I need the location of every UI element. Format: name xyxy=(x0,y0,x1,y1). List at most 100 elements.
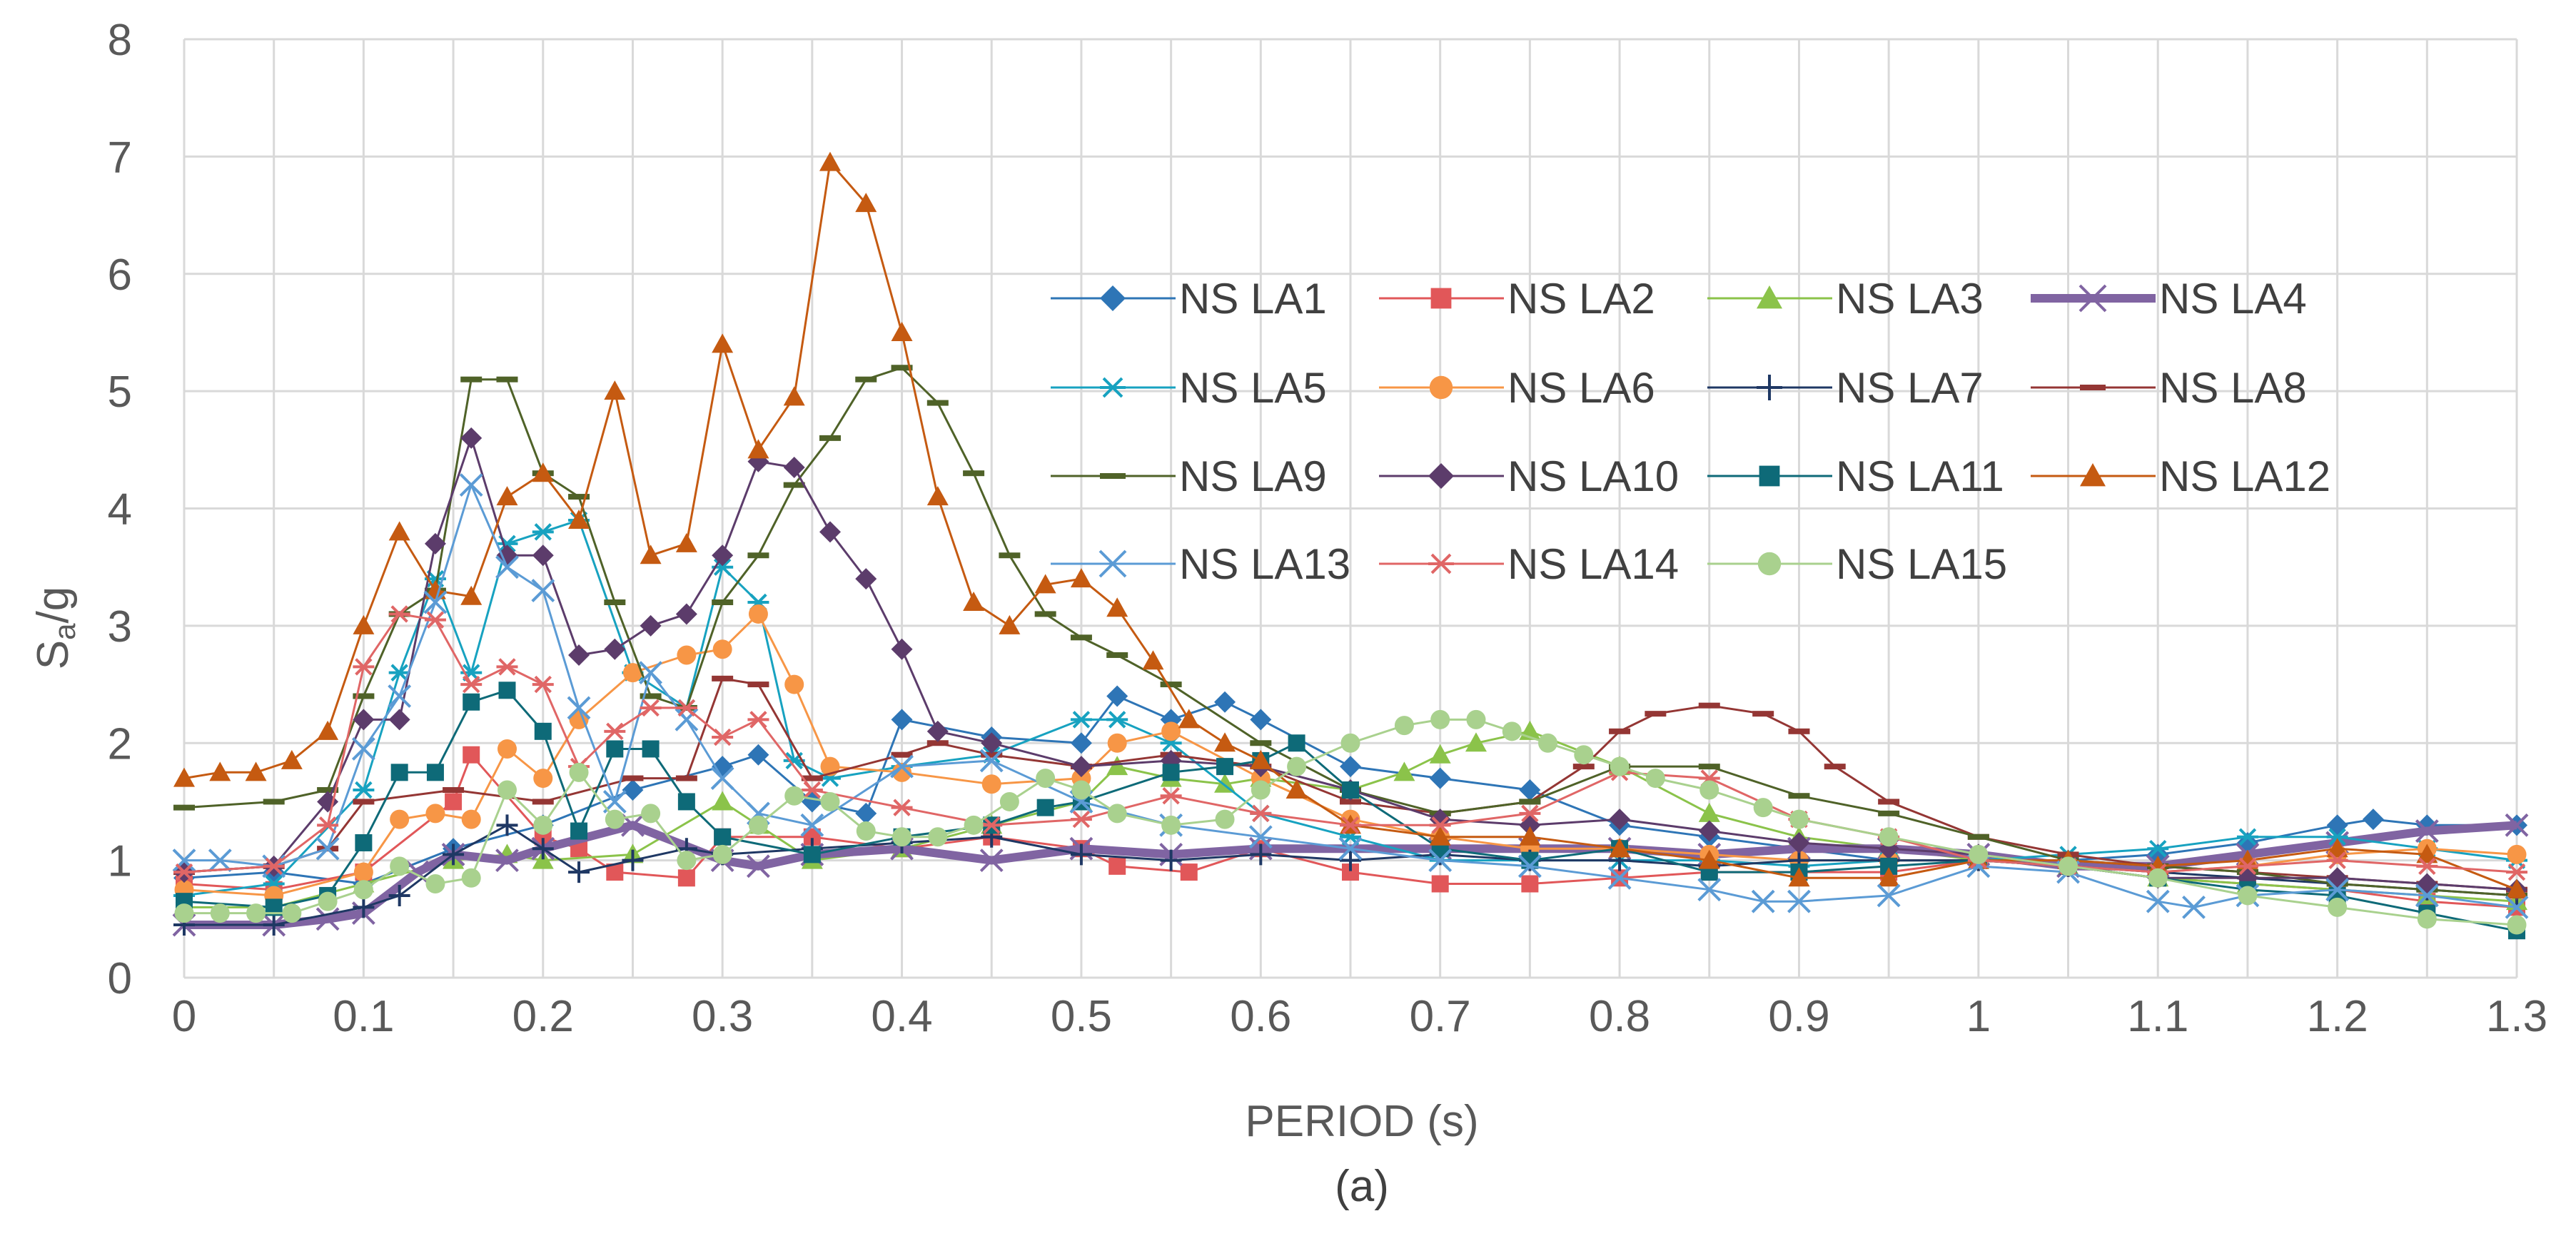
data-point-ns-la12 xyxy=(999,614,1021,634)
data-point-ns-la13 xyxy=(459,473,483,497)
data-point-ns-la8 xyxy=(443,787,465,793)
data-point-ns-la9 xyxy=(1106,652,1128,658)
data-point-ns-la13 xyxy=(567,696,591,720)
data-point-ns-la13 xyxy=(639,661,663,685)
data-point-ns-la15 xyxy=(1215,809,1235,829)
data-point-ns-la14 xyxy=(388,605,410,623)
data-point-ns-la9 xyxy=(855,376,877,383)
legend-item-ns-la13: NS LA13 xyxy=(1051,540,1350,588)
data-point-ns-la15 xyxy=(1574,745,1594,765)
data-point-ns-la12 xyxy=(1429,826,1451,846)
data-point-ns-la13 xyxy=(495,555,519,579)
data-point-ns-la12 xyxy=(209,761,231,781)
data-point-ns-la12 xyxy=(532,462,554,482)
data-point-ns-la12 xyxy=(926,486,949,506)
data-point-ns-la15 xyxy=(2148,868,2168,888)
x-tick-label: 1.2 xyxy=(2307,992,2368,1041)
data-point-ns-la12 xyxy=(604,380,626,400)
data-point-ns-la15 xyxy=(1466,709,1486,729)
legend-swatch-marker xyxy=(2079,284,2107,313)
data-point-ns-la11 xyxy=(1342,781,1359,799)
data-point-ns-la13 xyxy=(1248,825,1273,849)
data-point-ns-la14 xyxy=(2506,863,2527,881)
data-point-ns-la9 xyxy=(1698,764,1720,770)
data-point-ns-la2 xyxy=(463,746,480,764)
series-line-ns-la10 xyxy=(183,437,2517,891)
data-point-ns-la7 xyxy=(388,884,410,906)
data-point-ns-la10 xyxy=(981,732,1003,754)
data-point-ns-la13 xyxy=(1787,889,1811,913)
data-point-ns-la6 xyxy=(748,604,768,624)
data-point-ns-la6 xyxy=(1161,721,1181,741)
data-point-ns-la15 xyxy=(318,891,338,911)
data-point-ns-la7 xyxy=(1250,844,1272,866)
data-point-ns-la15 xyxy=(964,815,984,835)
data-point-ns-la11 xyxy=(803,846,821,863)
data-point-ns-la11 xyxy=(463,693,480,711)
data-point-ns-la9 xyxy=(604,599,626,605)
data-point-ns-la7 xyxy=(532,838,554,860)
legend-label: NS LA7 xyxy=(1836,364,1984,412)
x-tick-label: 1.1 xyxy=(2127,992,2188,1041)
x-tick-label: 1.3 xyxy=(2486,992,2547,1041)
x-tick-label: 0.8 xyxy=(1589,992,1650,1041)
y-axis-title-main: S xyxy=(29,640,78,669)
data-point-ns-la15 xyxy=(390,856,410,876)
data-point-ns-la5 xyxy=(2147,839,2169,858)
legend-label: NS LA6 xyxy=(1507,364,1655,412)
data-point-ns-la10 xyxy=(460,427,483,449)
data-point-ns-la6 xyxy=(461,809,481,829)
legend-item-ns-la14: NS LA14 xyxy=(1379,540,1679,588)
legend-label: NS LA10 xyxy=(1507,452,1679,500)
x-tick-label: 0.2 xyxy=(512,992,574,1041)
data-point-ns-la5 xyxy=(2326,828,2348,846)
data-point-ns-la15 xyxy=(425,874,445,893)
data-point-ns-la12 xyxy=(496,486,518,506)
data-point-ns-la10 xyxy=(424,532,446,554)
data-point-ns-la12 xyxy=(1878,867,1900,887)
data-point-ns-la15 xyxy=(1753,798,1773,818)
legend-item-ns-la8: NS LA8 xyxy=(2031,364,2307,412)
data-point-ns-la13 xyxy=(2505,895,2529,919)
legend-label: NS LA4 xyxy=(2159,275,2307,323)
data-point-ns-la5 xyxy=(2236,828,2258,846)
legend-label: NS LA3 xyxy=(1836,275,1984,323)
data-point-ns-la14 xyxy=(640,699,662,717)
data-point-ns-la12 xyxy=(1034,574,1056,594)
data-point-ns-la10 xyxy=(353,709,375,731)
data-point-ns-la14 xyxy=(747,711,769,729)
data-point-ns-la10 xyxy=(532,544,554,567)
data-point-ns-la14 xyxy=(532,675,554,694)
data-point-ns-la14 xyxy=(2326,851,2348,869)
data-point-ns-la14 xyxy=(1519,804,1541,823)
data-point-ns-la14 xyxy=(675,699,697,717)
data-point-ns-la10 xyxy=(819,521,841,543)
series-ns-la15 xyxy=(174,709,2527,935)
legend-label: NS LA15 xyxy=(1836,540,2007,588)
data-point-ns-la6 xyxy=(569,709,589,729)
legend-item-ns-la3: NS LA3 xyxy=(1707,275,1984,323)
data-point-ns-la5 xyxy=(1106,711,1128,729)
data-point-ns-la14 xyxy=(317,816,339,834)
data-point-ns-la4 xyxy=(2415,819,2439,843)
data-point-ns-la14 xyxy=(1160,787,1182,805)
data-point-ns-la9 xyxy=(1878,810,1900,816)
data-point-ns-la3 xyxy=(1106,756,1128,776)
data-point-ns-la8 xyxy=(622,775,644,781)
data-point-ns-la10 xyxy=(1609,809,1631,831)
data-point-ns-la15 xyxy=(2238,886,2258,906)
data-point-ns-la12 xyxy=(460,585,483,605)
data-point-ns-la9 xyxy=(999,552,1021,559)
data-point-ns-la2 xyxy=(1521,875,1539,893)
data-point-ns-la11 xyxy=(426,764,444,781)
data-point-ns-la15 xyxy=(174,903,194,923)
data-point-ns-la14 xyxy=(460,675,483,694)
data-point-ns-la9 xyxy=(1519,799,1541,805)
data-point-ns-la9 xyxy=(747,552,769,559)
y-tick-label: 3 xyxy=(108,602,132,652)
y-axis-title: Sa/g xyxy=(29,587,81,669)
data-point-ns-la13 xyxy=(1697,878,1722,902)
data-point-ns-la4 xyxy=(979,849,1004,873)
data-point-ns-la8 xyxy=(1572,764,1595,770)
data-point-ns-la13 xyxy=(1517,854,1542,878)
